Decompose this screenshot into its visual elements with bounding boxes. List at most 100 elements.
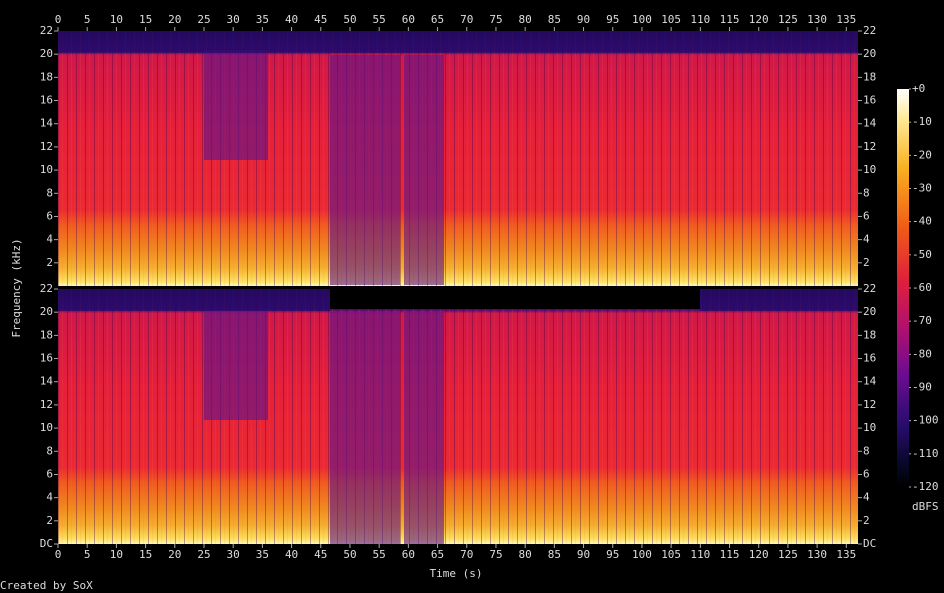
y-tick-label: 6 bbox=[46, 209, 53, 222]
x-tick-label: 45 bbox=[314, 548, 327, 561]
colorbar-tick-label: +0 bbox=[912, 82, 925, 95]
x-tick-label: 35 bbox=[256, 13, 269, 26]
y-axis-label: Frequency (kHz) bbox=[10, 238, 23, 337]
x-tick-label: 125 bbox=[778, 13, 798, 26]
y-tick-label: 20 bbox=[40, 305, 53, 318]
x-tick-label: 60 bbox=[402, 13, 415, 26]
y-tick-label: 12 bbox=[863, 398, 876, 411]
x-tick-label: 90 bbox=[577, 548, 590, 561]
y-tick-label: 20 bbox=[863, 47, 876, 60]
y-tick-label: 2 bbox=[863, 256, 870, 269]
y-tick-label: 8 bbox=[46, 444, 53, 457]
colorbar-label: dBFS bbox=[912, 500, 939, 513]
y-tick-label: 16 bbox=[863, 352, 876, 365]
y-tick-label: 16 bbox=[40, 352, 53, 365]
footer: Created by SoX bbox=[0, 579, 93, 592]
x-tick-label: 135 bbox=[836, 13, 856, 26]
y-tick-label: 14 bbox=[863, 117, 877, 130]
x-tick-label: 100 bbox=[632, 548, 652, 561]
colorbar-tick-label: -90 bbox=[912, 381, 932, 394]
y-tick-label: DC bbox=[40, 537, 53, 550]
quiet-region bbox=[330, 312, 400, 544]
y-tick-label: 6 bbox=[46, 467, 53, 480]
quiet-region bbox=[204, 310, 268, 420]
x-tick-label: 120 bbox=[749, 13, 769, 26]
y-tick-label: 18 bbox=[863, 70, 876, 83]
y-tick-label: 8 bbox=[863, 186, 870, 199]
colorbar-tick-label: -120 bbox=[912, 480, 939, 493]
y-tick-label: 4 bbox=[46, 491, 53, 504]
colorbar bbox=[897, 89, 909, 487]
y-tick-label: 18 bbox=[863, 328, 876, 341]
x-tick-label: 130 bbox=[807, 548, 827, 561]
x-tick-label: 10 bbox=[110, 548, 123, 561]
y-tick-label: 10 bbox=[863, 163, 876, 176]
high-band bbox=[58, 289, 330, 311]
y-tick-label: 10 bbox=[40, 421, 53, 434]
y-tick-label: 6 bbox=[863, 467, 870, 480]
quiet-region bbox=[330, 55, 400, 285]
y-tick-label: 2 bbox=[863, 514, 870, 527]
y-tick-label: 22 bbox=[863, 282, 876, 295]
colorbar-tick-label: -20 bbox=[912, 148, 932, 161]
colorbar-tick-label: -80 bbox=[912, 347, 932, 360]
x-tick-label: 115 bbox=[720, 548, 740, 561]
x-tick-label: 40 bbox=[285, 548, 298, 561]
quiet-region bbox=[404, 312, 444, 544]
colorbar-tick-label: -30 bbox=[912, 182, 932, 195]
y-tick-label: 12 bbox=[40, 140, 53, 153]
x-tick-label: 15 bbox=[139, 548, 152, 561]
y-tick-label: 12 bbox=[40, 398, 53, 411]
x-tick-label: 0 bbox=[55, 13, 62, 26]
y-tick-label: 22 bbox=[863, 24, 876, 37]
colorbar-tick-label: -70 bbox=[912, 314, 932, 327]
y-tick-label: 20 bbox=[40, 47, 53, 60]
x-tick-label: 55 bbox=[373, 548, 386, 561]
x-tick-label: 60 bbox=[402, 548, 415, 561]
x-axis-label: Time (s) bbox=[430, 567, 483, 580]
x-tick-label: 75 bbox=[489, 13, 502, 26]
x-tick-label: 75 bbox=[489, 548, 502, 561]
x-tick-label: 65 bbox=[431, 13, 444, 26]
y-tick-label: 22 bbox=[40, 24, 53, 37]
x-tick-label: 115 bbox=[720, 13, 740, 26]
quiet-region bbox=[404, 55, 444, 285]
y-tick-label: 8 bbox=[46, 186, 53, 199]
x-tick-label: 110 bbox=[690, 548, 710, 561]
x-tick-label: 80 bbox=[519, 13, 532, 26]
x-tick-label: 135 bbox=[836, 548, 856, 561]
x-tick-label: 35 bbox=[256, 548, 269, 561]
y-tick-label: 4 bbox=[863, 233, 870, 246]
x-tick-label: 65 bbox=[431, 548, 444, 561]
y-tick-label: 6 bbox=[863, 209, 870, 222]
x-tick-label: 85 bbox=[548, 13, 561, 26]
x-tick-label: 110 bbox=[690, 13, 710, 26]
x-tick-label: 5 bbox=[84, 13, 91, 26]
colorbar-tick-label: -100 bbox=[912, 414, 939, 427]
x-tick-label: 30 bbox=[227, 13, 240, 26]
x-tick-label: 5 bbox=[84, 548, 91, 561]
spectrogram-bottom bbox=[58, 289, 858, 544]
x-tick-label: 70 bbox=[460, 548, 473, 561]
colorbar-tick-label: -50 bbox=[912, 248, 932, 261]
y-tick-label: 4 bbox=[863, 491, 870, 504]
x-tick-label: 105 bbox=[661, 548, 681, 561]
x-tick-label: 15 bbox=[139, 13, 152, 26]
y-tick-label: 4 bbox=[46, 233, 53, 246]
y-tick-label: 2 bbox=[46, 514, 53, 527]
y-tick-label: 14 bbox=[863, 375, 877, 388]
x-tick-label: 125 bbox=[778, 548, 798, 561]
x-tick-label: 50 bbox=[343, 13, 356, 26]
y-tick-label: 10 bbox=[40, 163, 53, 176]
y-tick-label: 18 bbox=[40, 70, 53, 83]
y-tick-label: 18 bbox=[40, 328, 53, 341]
x-tick-label: 85 bbox=[548, 548, 561, 561]
y-tick-label: 12 bbox=[863, 140, 876, 153]
silent-band bbox=[330, 289, 700, 309]
x-tick-label: 95 bbox=[606, 13, 619, 26]
x-tick-label: 55 bbox=[373, 13, 386, 26]
high-band bbox=[58, 31, 858, 53]
colorbar-tick-label: -110 bbox=[912, 447, 939, 460]
